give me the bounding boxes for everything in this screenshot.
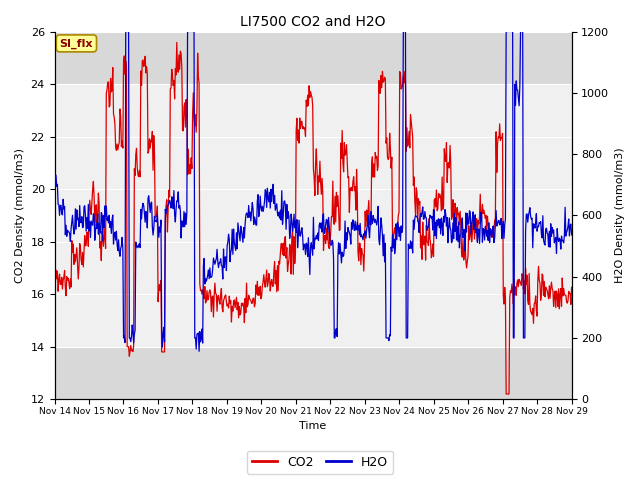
X-axis label: Time: Time [300,421,326,432]
Y-axis label: H2O Density (mmol/m3): H2O Density (mmol/m3) [615,147,625,283]
Bar [54,84,572,347]
Text: SI_flx: SI_flx [60,38,93,48]
Y-axis label: CO2 Density (mmol/m3): CO2 Density (mmol/m3) [15,148,25,283]
Title: LI7500 CO2 and H2O: LI7500 CO2 and H2O [240,15,386,29]
Legend: CO2, H2O: CO2, H2O [247,451,393,474]
